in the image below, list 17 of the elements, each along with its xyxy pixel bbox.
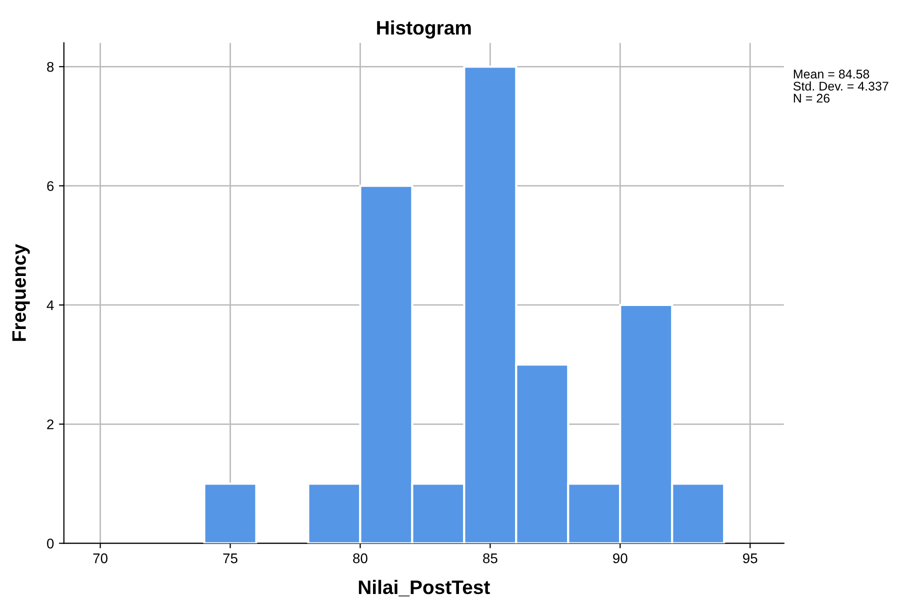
y-tick-label: 8 [47,62,54,72]
y-tick-label: 4 [46,300,54,310]
y-tick-label: 2 [47,419,54,430]
x-tick-label: 95 [743,553,758,564]
x-tick-label: 75 [223,554,238,564]
text: N = 26 [794,94,830,103]
x-tick-label: 85 [483,553,498,564]
x-tick-label: 90 [613,553,628,564]
x-tick-label: 80 [353,553,368,564]
y-tick-label: 0 [46,538,54,548]
chart-title: Histogram [377,20,471,39]
text: Std. Dev. = 4.337 [793,81,888,91]
x-tick-label: 70 [93,553,108,564]
y-axis-title: Frequency [12,244,30,341]
x-axis-title: Nilai_PostTest [358,580,490,596]
y-tick-label: 6 [47,181,54,191]
text: Mean = 84.58 [794,70,870,79]
